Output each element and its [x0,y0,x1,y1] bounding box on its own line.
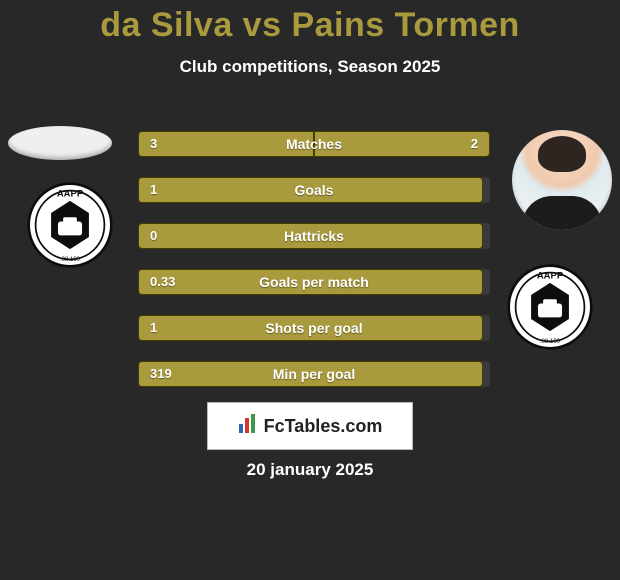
player-left-avatar [8,126,112,160]
footer-date: 20 january 2025 [0,460,620,480]
bar-left [138,131,314,157]
club-crest-right: AAPP .08.190 [507,264,593,350]
subtitle: Club competitions, Season 2025 [0,57,620,77]
stats-rows: Matches32 Goals1 Hattricks0 Goals per match… [138,131,490,407]
stat-row: Goals per match0.33 [138,269,490,295]
svg-text:AAPP: AAPP [537,271,563,282]
club-crest-left: AAPP .08.190 [27,182,113,268]
stat-row: Min per goal319 [138,361,490,387]
stat-row: Goals1 [138,177,490,203]
stat-row: Shots per goal1 [138,315,490,341]
stat-row: Hattricks0 [138,223,490,249]
bar-left [138,315,483,341]
svg-text:AAPP: AAPP [57,189,83,200]
brand-bars-icon [238,414,260,439]
svg-text:.08.190: .08.190 [540,339,561,345]
brand-footer: FcTables.com [207,402,413,450]
brand-text: FcTables.com [264,416,383,437]
bar-left [138,269,483,295]
bar-left [138,361,483,387]
bar-left [138,177,483,203]
bar-right [314,131,490,157]
player-right-avatar [512,130,612,230]
stat-row: Matches32 [138,131,490,157]
svg-text:.08.190: .08.190 [60,257,81,263]
bar-left [138,223,483,249]
page-title: da Silva vs Pains Tormen [0,6,620,45]
